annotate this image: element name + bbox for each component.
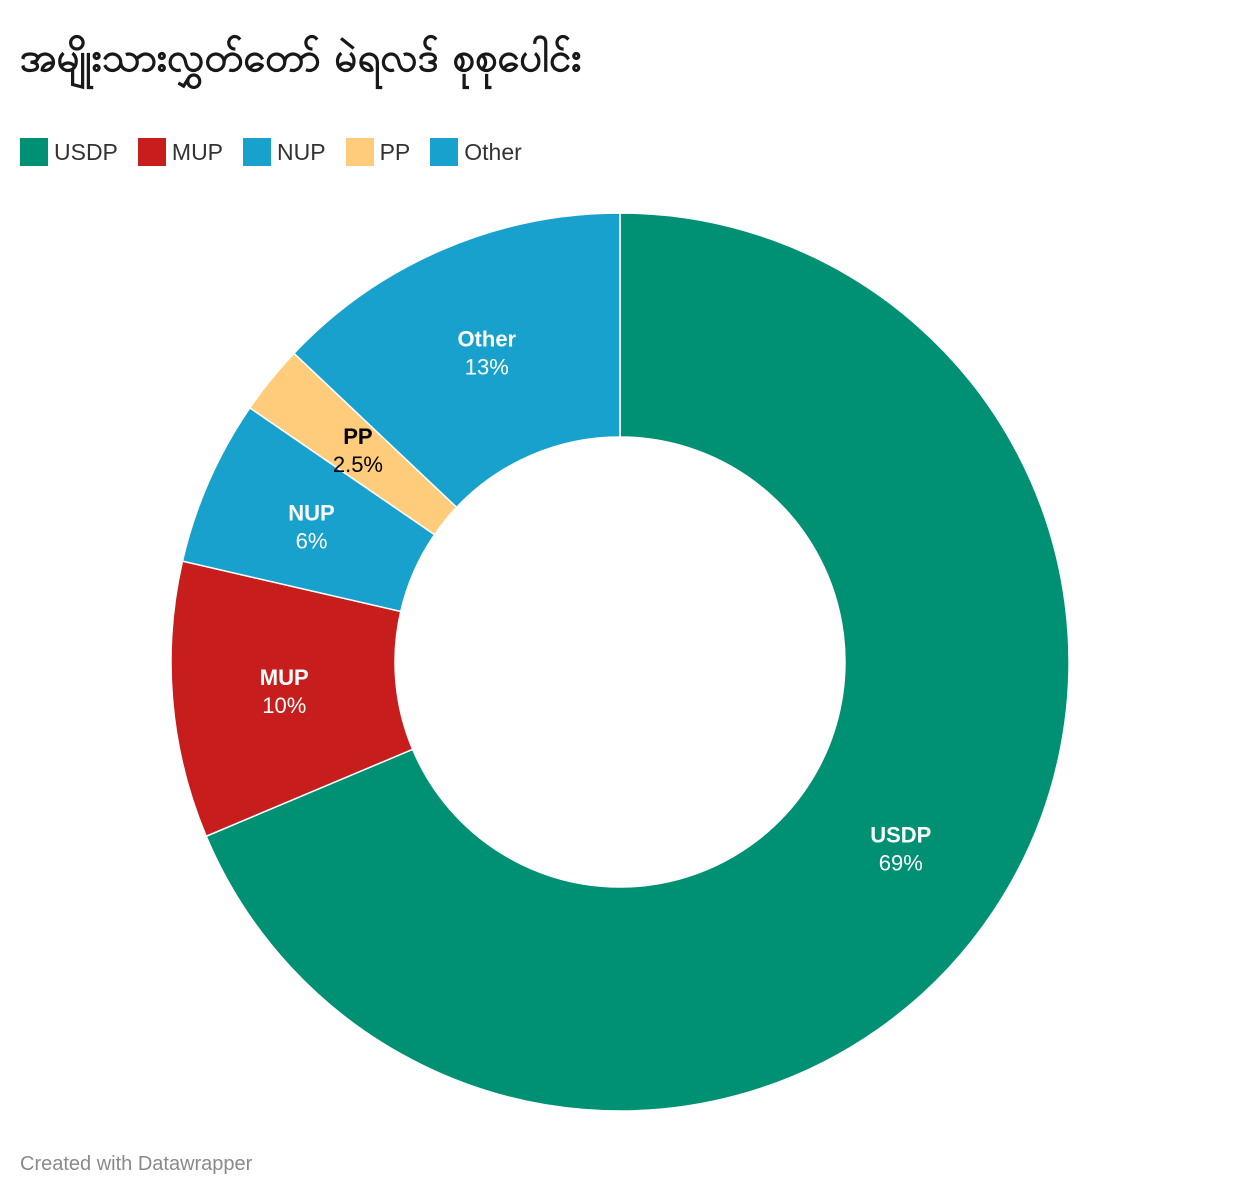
legend-label: Other — [464, 138, 522, 165]
legend-label: NUP — [277, 138, 326, 165]
legend-label: MUP — [171, 138, 224, 165]
slice-value-usdp: 69% — [879, 850, 923, 875]
footer-credit: Created with Datawrapper — [20, 1153, 253, 1175]
chart-legend: USDP MUP NUP PP Other — [20, 138, 522, 166]
legend-swatch — [20, 138, 48, 166]
slice-value-other: 13% — [465, 354, 509, 379]
chart-title: အမျိုးသားလွှတ်တော် မဲရလဒ် စုစုပေါင်း — [20, 35, 582, 81]
slice-label-usdp: USDP — [870, 822, 931, 847]
slice-value-mup: 10% — [262, 693, 306, 718]
legend-swatch — [137, 138, 166, 166]
legend-item-nup: NUP — [243, 138, 326, 166]
legend-swatch — [243, 138, 272, 166]
slice-label-nup: NUP — [288, 500, 334, 525]
slice-usdp — [205, 212, 1070, 1112]
slice-value-pp: 2.5% — [333, 452, 383, 477]
slice-label-other: Other — [457, 326, 516, 351]
legend-label: USDP — [54, 138, 118, 165]
slice-label-pp: PP — [343, 424, 372, 449]
legend-item-pp: PP — [345, 138, 411, 166]
legend-label: PP — [379, 138, 411, 165]
slice-label-mup: MUP — [260, 665, 309, 690]
legend-swatch — [345, 138, 374, 166]
legend-item-other: Other — [430, 138, 522, 166]
slice-value-nup: 6% — [296, 528, 328, 553]
legend-item-mup: MUP — [137, 138, 224, 166]
legend-swatch — [430, 138, 459, 166]
legend-item-usdp: USDP — [20, 138, 118, 166]
slice-other — [292, 212, 621, 509]
